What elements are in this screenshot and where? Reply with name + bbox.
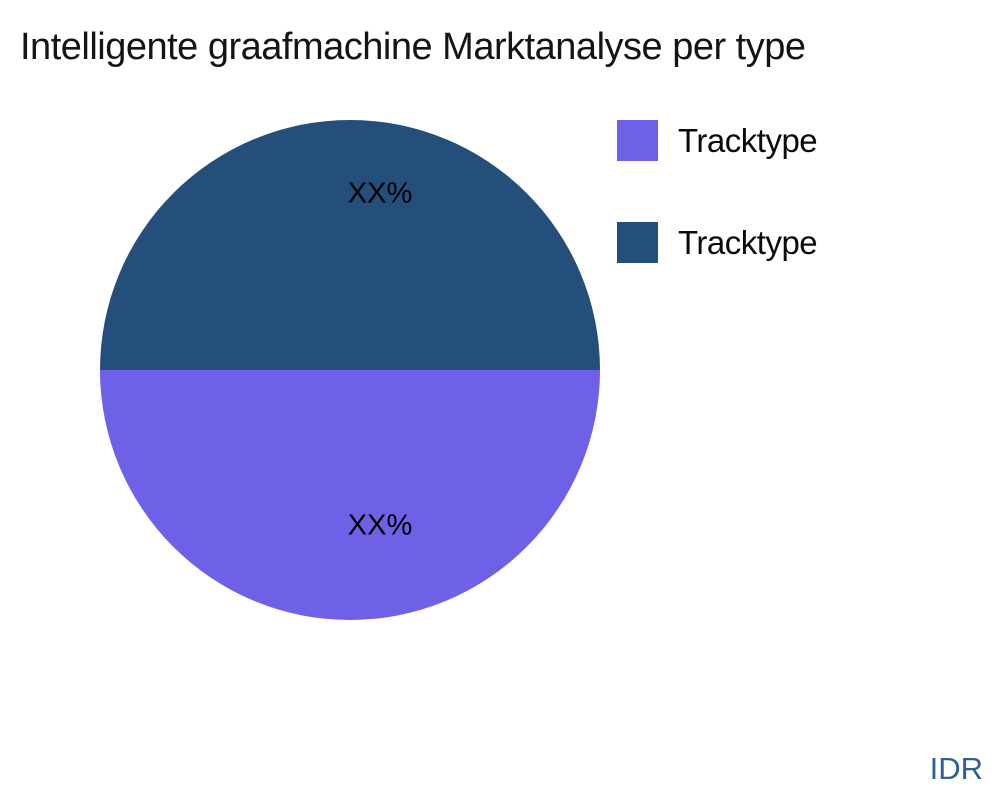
legend: Tracktype Tracktype <box>617 120 818 324</box>
legend-swatch-darkblue <box>617 222 658 263</box>
legend-label: Tracktype <box>678 121 818 159</box>
legend-item: Tracktype <box>617 120 818 161</box>
footer-currency-label: IDR <box>929 751 983 786</box>
pie-chart: XX% XX% <box>100 120 600 620</box>
slice-value-label-top: XX% <box>347 177 413 210</box>
chart-title: Intelligente graafmachine Marktanalyse p… <box>20 26 806 68</box>
slice-value-label-bottom: XX% <box>347 509 413 542</box>
legend-label: Tracktype <box>678 223 818 261</box>
legend-item: Tracktype <box>617 222 818 263</box>
legend-swatch-purple <box>617 120 658 161</box>
